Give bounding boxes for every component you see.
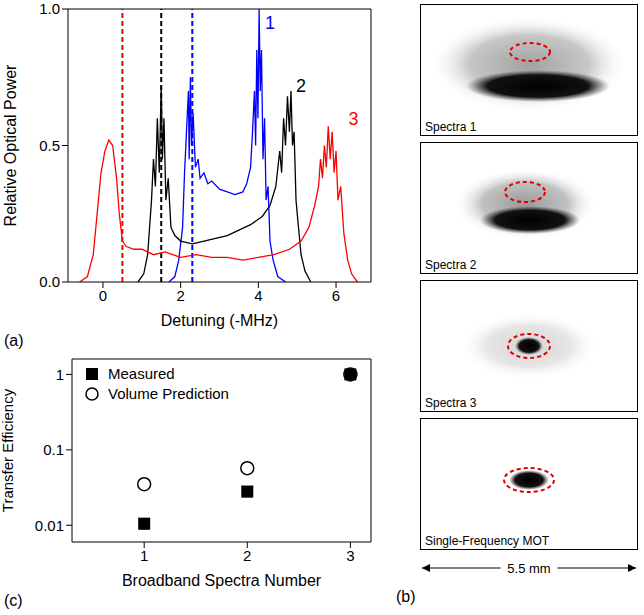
svg-text:2: 2 (296, 76, 306, 96)
html-text:(a): (a) (4, 332, 24, 349)
html-text:(c): (c) (4, 592, 23, 609)
svg-text:0.5: 0.5 (39, 137, 60, 154)
svg-text:1: 1 (56, 366, 64, 383)
svg-text:Transfer Efficiency: Transfer Efficiency (0, 388, 16, 512)
svg-text:Spectra 2: Spectra 2 (425, 258, 477, 272)
html-text:Measured: Measured (108, 365, 175, 382)
svg-text:0.1: 0.1 (43, 441, 64, 458)
svg-text:Spectra 1: Spectra 1 (425, 120, 477, 134)
svg-text:2: 2 (176, 287, 184, 304)
svg-text:4: 4 (254, 287, 262, 304)
svg-text:6: 6 (332, 287, 340, 304)
svg-text:0.01: 0.01 (35, 517, 64, 534)
svg-text:1: 1 (140, 547, 148, 564)
svg-text:1: 1 (265, 13, 275, 33)
svg-text:0.0: 0.0 (39, 273, 60, 290)
svg-text:Detuning (-MHz): Detuning (-MHz) (161, 312, 278, 329)
svg-text:Spectra 3: Spectra 3 (425, 396, 477, 410)
html-text:Volume Prediction: Volume Prediction (108, 385, 229, 402)
svg-text:Relative Optical Power: Relative Optical Power (2, 64, 19, 227)
svg-text:2: 2 (243, 547, 251, 564)
svg-text:5.5 mm: 5.5 mm (507, 561, 550, 576)
svg-text:Single-Frequency MOT: Single-Frequency MOT (425, 534, 550, 548)
svg-text:3: 3 (346, 547, 354, 564)
svg-text:0: 0 (99, 287, 107, 304)
svg-text:Broadband Spectra Number: Broadband Spectra Number (122, 572, 322, 589)
svg-text:1.0: 1.0 (39, 0, 60, 17)
svg-text:3: 3 (349, 109, 359, 129)
html-text:(b): (b) (396, 588, 416, 605)
